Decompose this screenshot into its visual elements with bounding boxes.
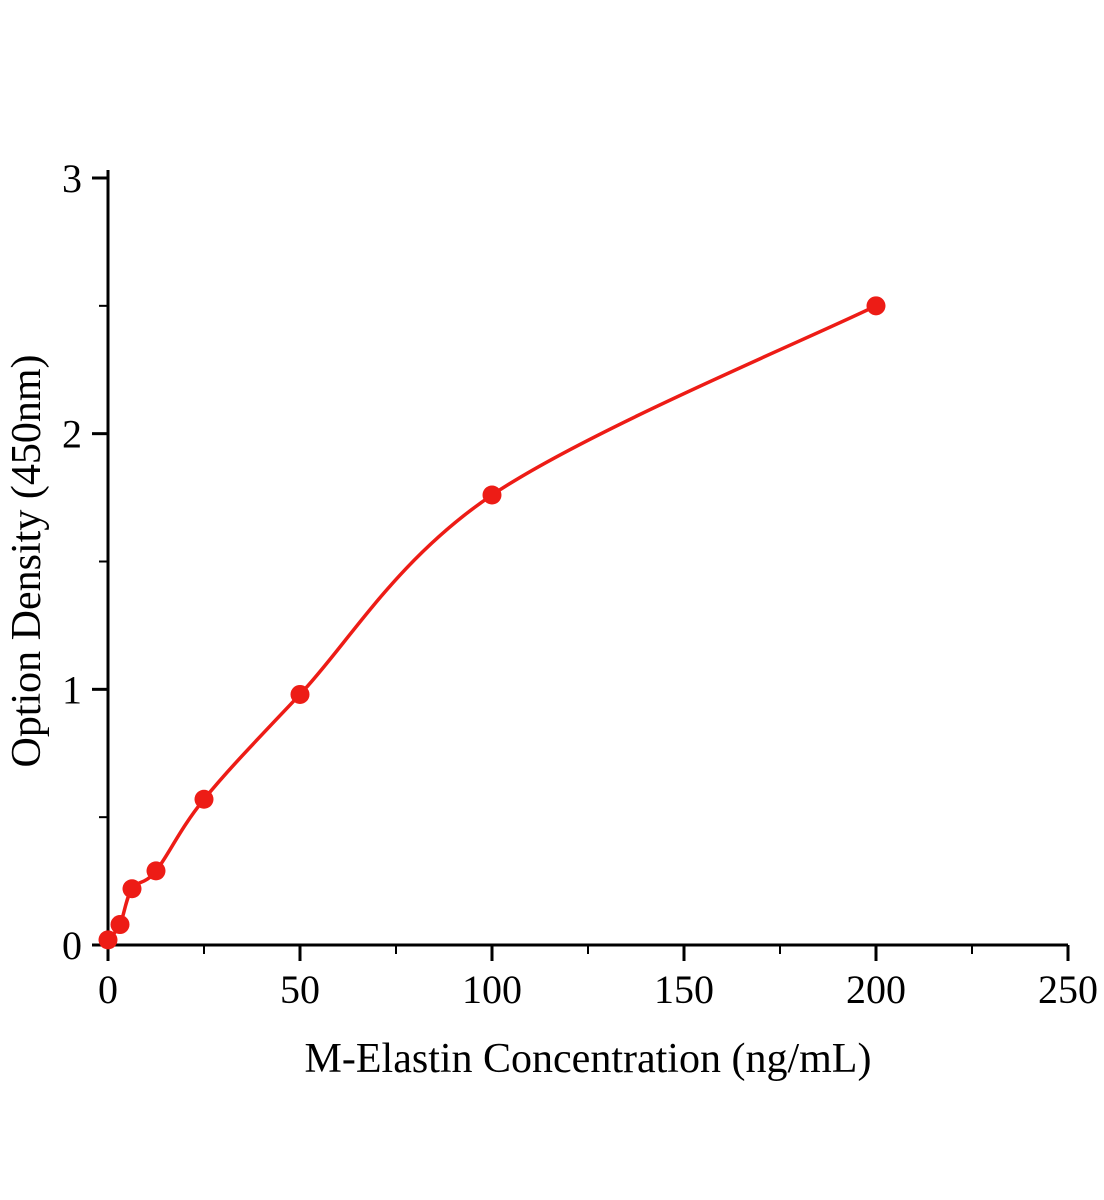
data-series [98, 296, 886, 950]
x-tick-label: 200 [846, 967, 906, 1012]
data-point [866, 296, 886, 316]
data-point [194, 789, 214, 809]
fit-curve [106, 304, 878, 942]
data-point [122, 879, 142, 899]
data-point [98, 930, 118, 950]
x-tick-label: 50 [280, 967, 320, 1012]
x-tick-label: 100 [462, 967, 522, 1012]
x-tick-label: 0 [98, 967, 118, 1012]
data-point [146, 861, 166, 881]
tick-labels: 0 50 100 150 200 250 0 1 2 3 [62, 156, 1098, 1012]
y-tick-label: 2 [62, 412, 82, 457]
x-tick-label: 150 [654, 967, 714, 1012]
y-axis-title: Option Density (450nm) [4, 355, 50, 768]
axes [106, 170, 1068, 947]
x-axis-title: M-Elastin Concentration (ng/mL) [305, 1036, 872, 1082]
x-tick-label: 250 [1038, 967, 1098, 1012]
y-tick-label: 0 [62, 923, 82, 968]
tick-marks [92, 176, 1070, 961]
y-tick-label: 1 [62, 667, 82, 712]
data-point [290, 684, 310, 704]
data-point [110, 915, 130, 935]
data-point [482, 485, 502, 505]
y-tick-label: 3 [62, 156, 82, 201]
